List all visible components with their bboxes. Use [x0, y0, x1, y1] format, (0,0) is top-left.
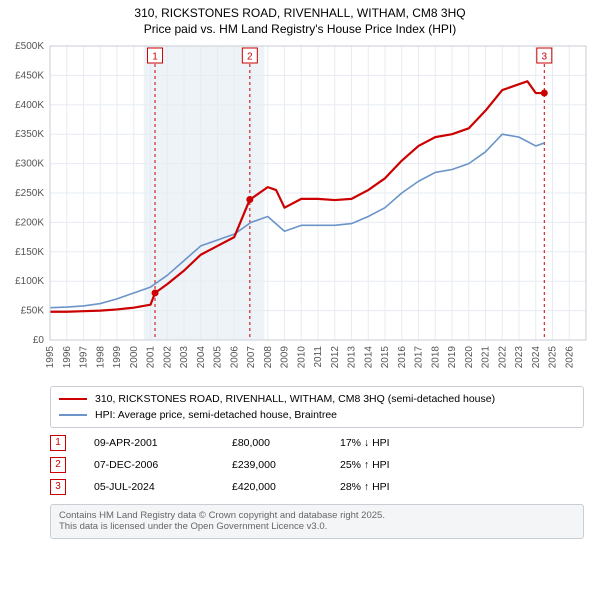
svg-text:£500K: £500K: [15, 41, 44, 52]
svg-text:2004: 2004: [196, 345, 207, 368]
event-row: 1 09-APR-2001 £80,000 17% ↓ HPI: [50, 432, 584, 454]
event-date: 05-JUL-2024: [94, 481, 204, 493]
legend: 310, RICKSTONES ROAD, RIVENHALL, WITHAM,…: [50, 386, 584, 428]
svg-text:2023: 2023: [514, 345, 525, 368]
event-price: £420,000: [232, 481, 312, 493]
svg-text:2: 2: [247, 51, 253, 62]
svg-text:2012: 2012: [330, 345, 341, 368]
footer-attribution: Contains HM Land Registry data © Crown c…: [50, 504, 584, 540]
legend-swatch: [59, 414, 87, 416]
legend-label: 310, RICKSTONES ROAD, RIVENHALL, WITHAM,…: [95, 393, 495, 405]
svg-text:2002: 2002: [162, 345, 173, 368]
svg-text:2010: 2010: [296, 345, 307, 368]
event-row: 3 05-JUL-2024 £420,000 28% ↑ HPI: [50, 476, 584, 498]
svg-text:1995: 1995: [45, 345, 56, 368]
svg-text:2008: 2008: [263, 345, 274, 368]
svg-text:1: 1: [152, 51, 158, 62]
event-price: £239,000: [232, 459, 312, 471]
svg-text:2000: 2000: [129, 345, 140, 368]
svg-text:1999: 1999: [112, 345, 123, 368]
svg-text:2024: 2024: [531, 345, 542, 368]
svg-text:2025: 2025: [548, 345, 559, 368]
footer-line2: This data is licensed under the Open Gov…: [59, 521, 575, 533]
svg-text:2017: 2017: [414, 345, 425, 368]
event-pct: 17% ↓ HPI: [340, 437, 430, 449]
svg-text:2005: 2005: [213, 345, 224, 368]
svg-text:2013: 2013: [347, 345, 358, 368]
svg-text:3: 3: [542, 51, 548, 62]
event-row: 2 07-DEC-2006 £239,000 25% ↑ HPI: [50, 454, 584, 476]
event-badge: 2: [50, 457, 66, 473]
legend-swatch: [59, 398, 87, 400]
svg-text:£0: £0: [33, 335, 45, 346]
legend-label: HPI: Average price, semi-detached house,…: [95, 409, 337, 421]
chart-svg: £0 £50K £100K £150K £200K £250K £300K £350K £400…: [0, 40, 600, 380]
event-badge: 3: [50, 479, 66, 495]
svg-text:2007: 2007: [246, 345, 257, 368]
chart-title-line1: 310, RICKSTONES ROAD, RIVENHALL, WITHAM,…: [0, 0, 600, 22]
legend-item: HPI: Average price, semi-detached house,…: [59, 407, 575, 423]
svg-text:2022: 2022: [497, 345, 508, 368]
svg-text:2006: 2006: [229, 345, 240, 368]
svg-text:2016: 2016: [397, 345, 408, 368]
event-table: 1 09-APR-2001 £80,000 17% ↓ HPI 2 07-DEC-2006…: [50, 432, 584, 498]
svg-text:£350K: £350K: [15, 129, 44, 140]
svg-text:£400K: £400K: [15, 99, 44, 110]
svg-text:2020: 2020: [464, 345, 475, 368]
svg-text:1998: 1998: [95, 345, 106, 368]
svg-text:£100K: £100K: [15, 276, 44, 287]
svg-text:£50K: £50K: [21, 305, 45, 316]
svg-text:2001: 2001: [146, 345, 157, 368]
svg-text:2011: 2011: [313, 345, 324, 367]
plot-area: £0 £50K £100K £150K £200K £250K £300K £350K £400…: [0, 40, 600, 380]
svg-text:£450K: £450K: [15, 70, 44, 81]
svg-text:2014: 2014: [363, 345, 374, 368]
svg-text:2009: 2009: [280, 345, 291, 368]
svg-text:£250K: £250K: [15, 188, 44, 199]
svg-text:2021: 2021: [481, 345, 492, 368]
svg-text:2015: 2015: [380, 345, 391, 368]
event-badge: 1: [50, 435, 66, 451]
svg-text:2026: 2026: [564, 345, 575, 368]
svg-text:2018: 2018: [430, 345, 441, 368]
event-pct: 25% ↑ HPI: [340, 459, 430, 471]
svg-text:2003: 2003: [179, 345, 190, 368]
svg-text:£200K: £200K: [15, 217, 44, 228]
svg-text:1996: 1996: [62, 345, 73, 368]
legend-item: 310, RICKSTONES ROAD, RIVENHALL, WITHAM,…: [59, 391, 575, 407]
svg-text:£300K: £300K: [15, 158, 44, 169]
svg-text:2019: 2019: [447, 345, 458, 368]
event-pct: 28% ↑ HPI: [340, 481, 430, 493]
event-price: £80,000: [232, 437, 312, 449]
event-date: 07-DEC-2006: [94, 459, 204, 471]
chart-title-line2: Price paid vs. HM Land Registry's House …: [0, 22, 600, 40]
event-date: 09-APR-2001: [94, 437, 204, 449]
svg-text:1997: 1997: [79, 345, 90, 368]
svg-text:£150K: £150K: [15, 246, 44, 257]
footer-line1: Contains HM Land Registry data © Crown c…: [59, 510, 575, 522]
